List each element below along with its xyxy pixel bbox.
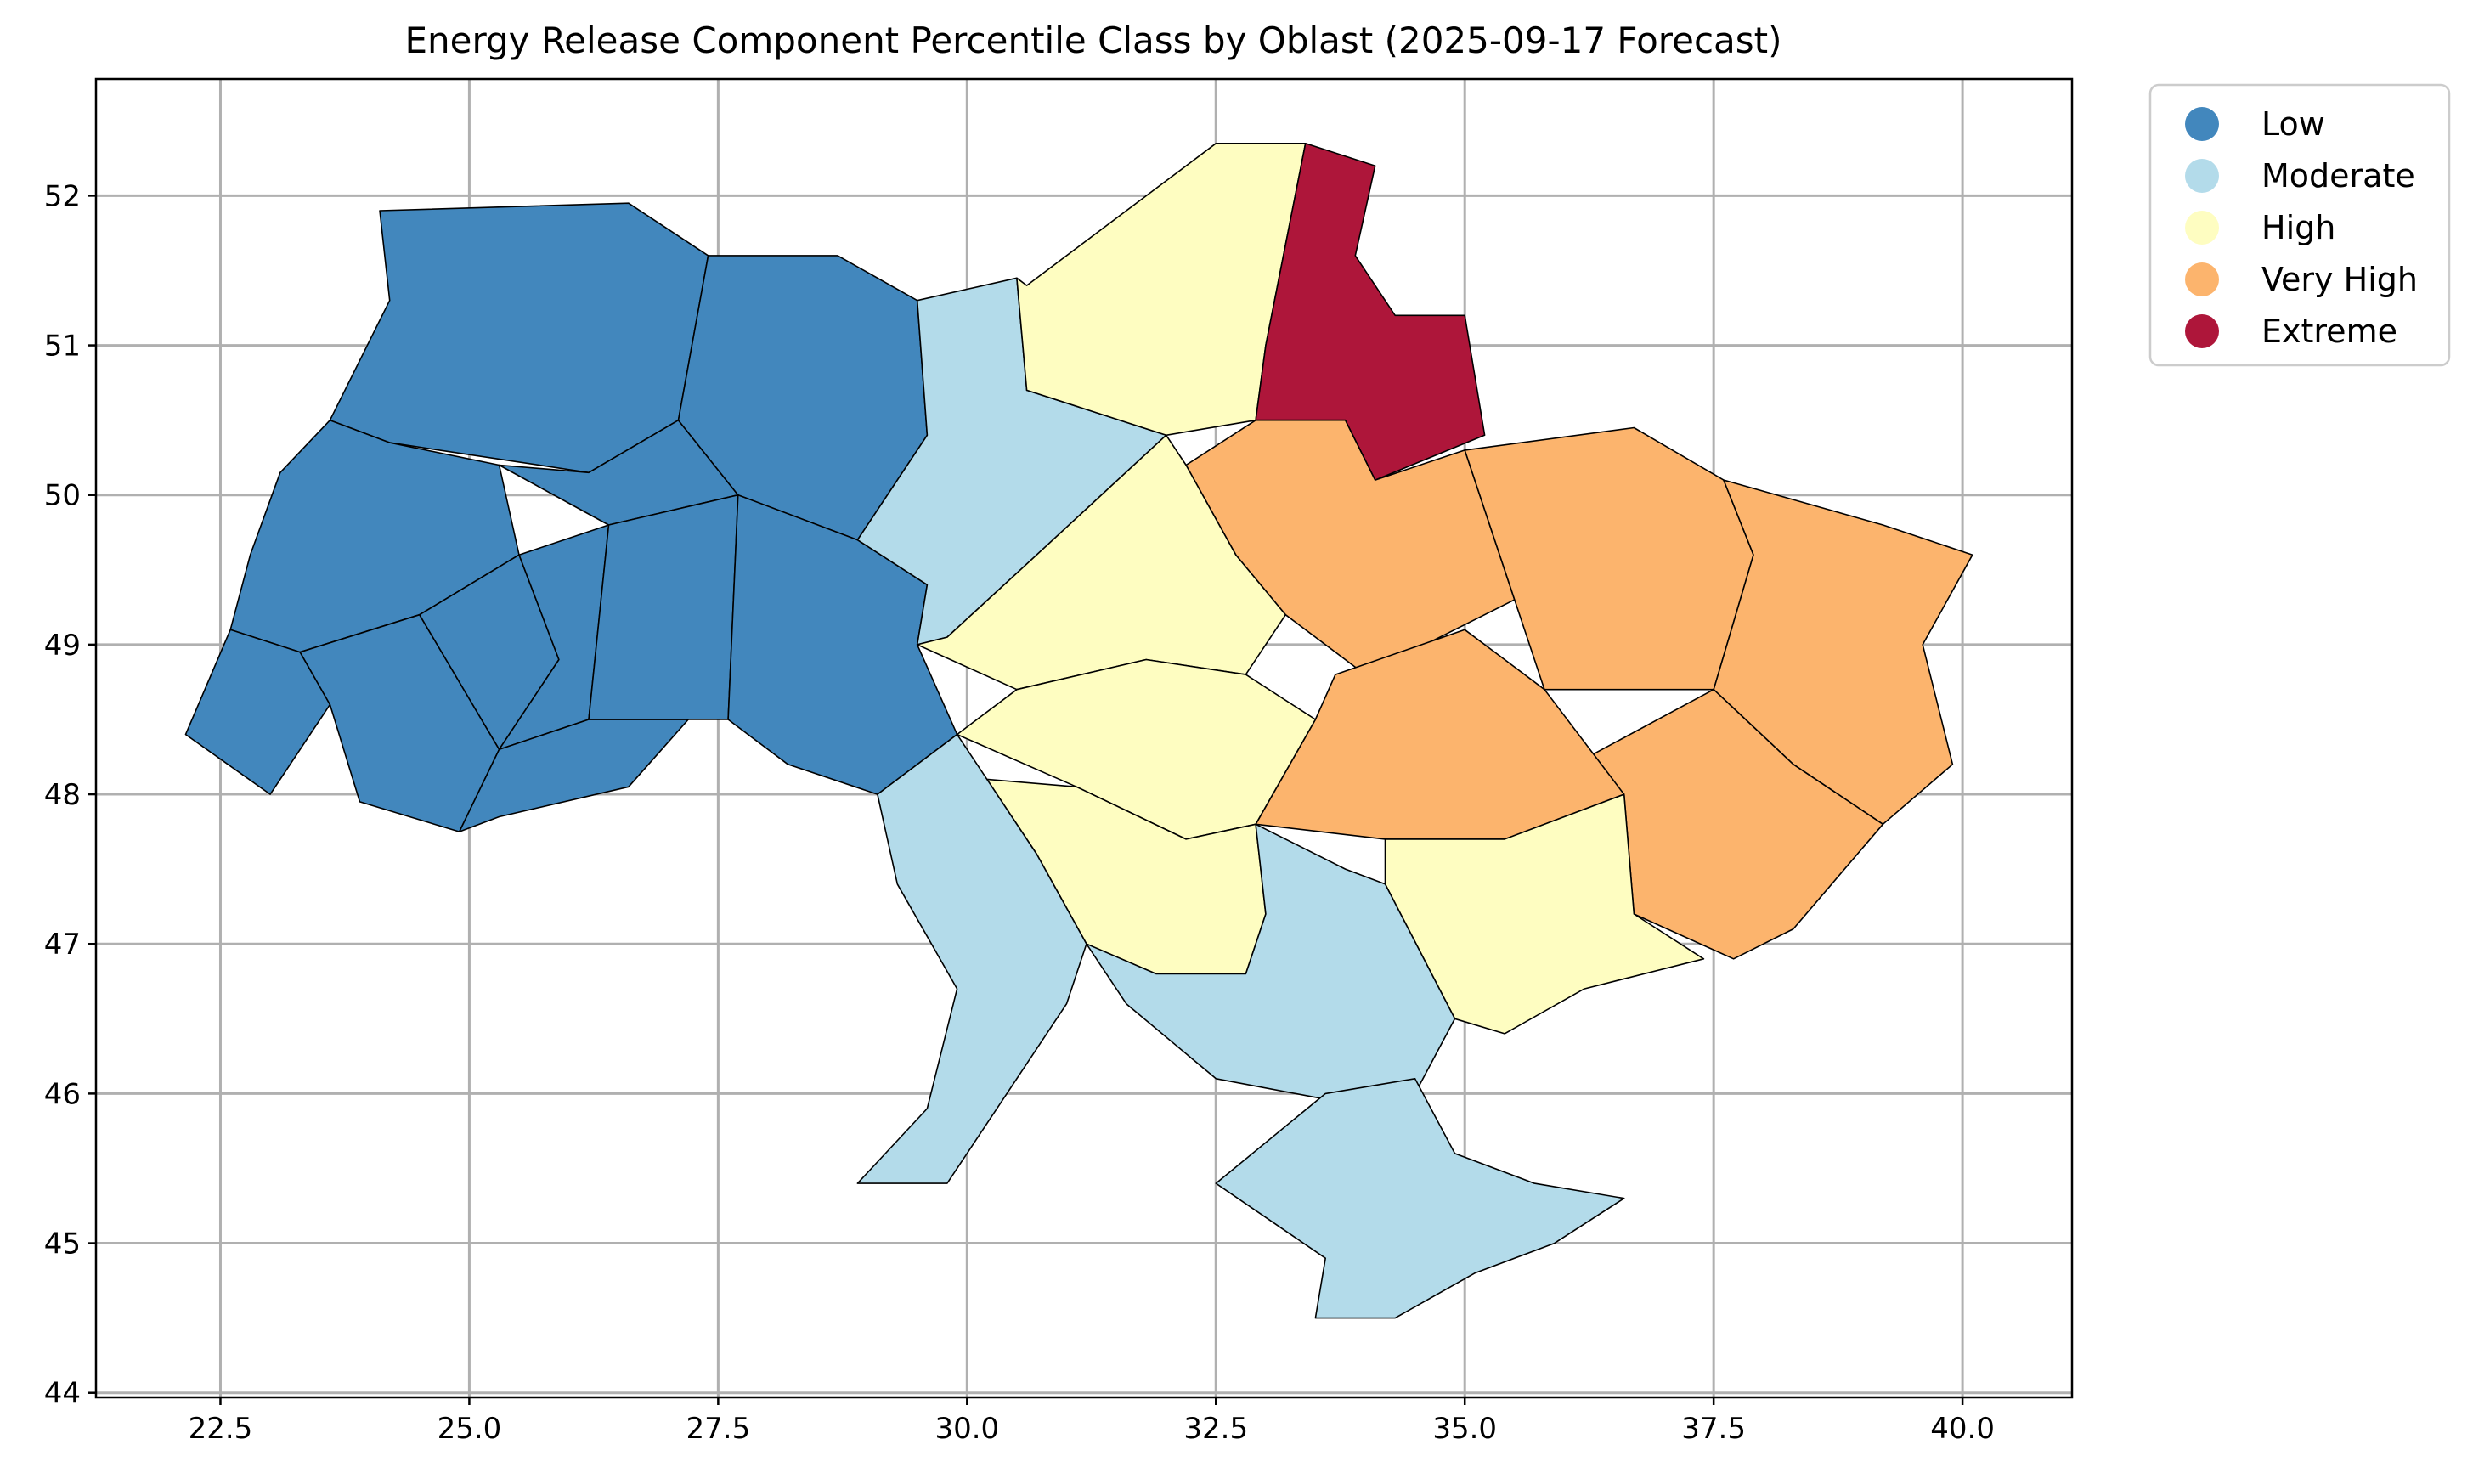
legend-swatch [2185, 159, 2219, 193]
y-tick-label: 46 [44, 1077, 81, 1111]
plot-frame [94, 77, 2074, 1399]
oblast-region [856, 733, 1087, 1184]
x-tick-label: 40.0 [1930, 1412, 1995, 1446]
y-tick-label: 44 [44, 1377, 81, 1411]
oblast-region [184, 629, 331, 795]
oblast-region [1086, 823, 1456, 1102]
y-tick-label: 52 [44, 179, 81, 213]
y-tick-label: 51 [44, 330, 81, 364]
x-tick-label: 32.5 [1183, 1412, 1248, 1446]
x-tick-label: 27.5 [686, 1412, 751, 1446]
oblast-region [588, 494, 739, 720]
x-tick-label: 25.0 [438, 1412, 502, 1446]
oblast-regions [184, 143, 1973, 1319]
map-title: Energy Release Component Percentile Clas… [404, 20, 1781, 61]
legend-swatch [2185, 107, 2219, 141]
oblast-region [329, 202, 709, 474]
legend-swatch [2185, 314, 2219, 348]
x-tick-label: 30.0 [934, 1412, 999, 1446]
oblast-region [1464, 426, 1754, 691]
legend-label: Very High [2261, 261, 2418, 298]
y-tick-label: 48 [44, 778, 81, 812]
y-tick-label: 50 [44, 479, 81, 513]
legend: Low Moderate High Very High Extreme [2148, 83, 2451, 367]
x-tick-label: 22.5 [189, 1412, 253, 1446]
oblast-region [1255, 143, 1486, 481]
x-tick-label: 35.0 [1432, 1412, 1497, 1446]
y-tick-label: 47 [44, 928, 81, 962]
legend-box [2148, 83, 2451, 367]
y-tick-label: 45 [44, 1227, 81, 1261]
legend-label: Low [2261, 105, 2325, 143]
y-axis-ticks: 44 45 46 47 48 49 50 51 52 [44, 179, 96, 1411]
oblast-region [1713, 479, 1973, 826]
oblast-region [1215, 1078, 1625, 1319]
x-axis-ticks: 22.5 25.0 27.5 30.0 32.5 35.0 37.5 40.0 [189, 1397, 1995, 1446]
legend-swatch [2185, 211, 2219, 245]
legend-label: Moderate [2261, 157, 2415, 195]
y-tick-label: 49 [44, 629, 81, 663]
x-tick-label: 37.5 [1681, 1412, 1746, 1446]
legend-label: Extreme [2261, 313, 2397, 350]
legend-label: High [2261, 209, 2335, 246]
legend-swatch [2185, 262, 2219, 296]
